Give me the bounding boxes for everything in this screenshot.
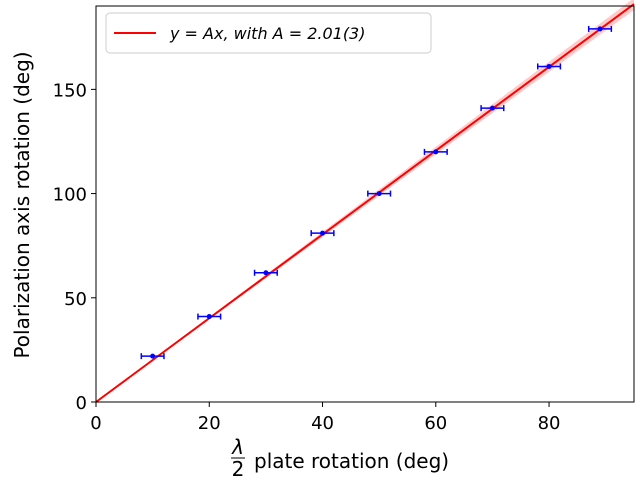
x-axis-label-text: plate rotation (deg) (254, 449, 449, 473)
fit-line-layer (95, 3, 635, 403)
data-point (206, 314, 212, 320)
x-tick-label: 60 (424, 413, 447, 434)
data-point (320, 230, 326, 236)
data-point (546, 63, 552, 69)
x-tick-label: 40 (311, 413, 334, 434)
x-axis-label-symbol: λ (231, 435, 244, 459)
y-axis-label: Polarization axis rotation (deg) (10, 51, 34, 358)
legend-fit-label: y = Ax, with A = 2.01(3) (169, 24, 365, 43)
y-ticks-layer: 0 50 100 150 (53, 80, 96, 414)
data-point (150, 353, 156, 359)
x-tick-label: 20 (198, 413, 221, 434)
y-tick-label: 150 (53, 80, 87, 101)
data-point (489, 105, 495, 111)
x-tick-label: 80 (538, 413, 561, 434)
data-point (433, 149, 439, 155)
data-point (376, 191, 382, 197)
y-tick-label: 0 (76, 393, 87, 414)
x-axis-label-denominator: 2 (232, 457, 245, 480)
legend-box (105, 12, 432, 54)
y-tick-label: 100 (53, 185, 87, 206)
fit-line (95, 3, 635, 403)
x-tick-label: 0 (90, 413, 101, 434)
plot-area-frame (95, 5, 635, 403)
legend: y = Ax, with A = 2.01(3) (105, 12, 432, 54)
x-ticks-layer: 0 20 40 60 80 (90, 402, 561, 434)
data-point (263, 270, 269, 276)
y-tick-label: 50 (64, 289, 87, 310)
x-axis-label: λ 2 plate rotation (deg) (231, 435, 449, 480)
data-point (597, 26, 603, 32)
data-points-layer (140, 25, 613, 360)
